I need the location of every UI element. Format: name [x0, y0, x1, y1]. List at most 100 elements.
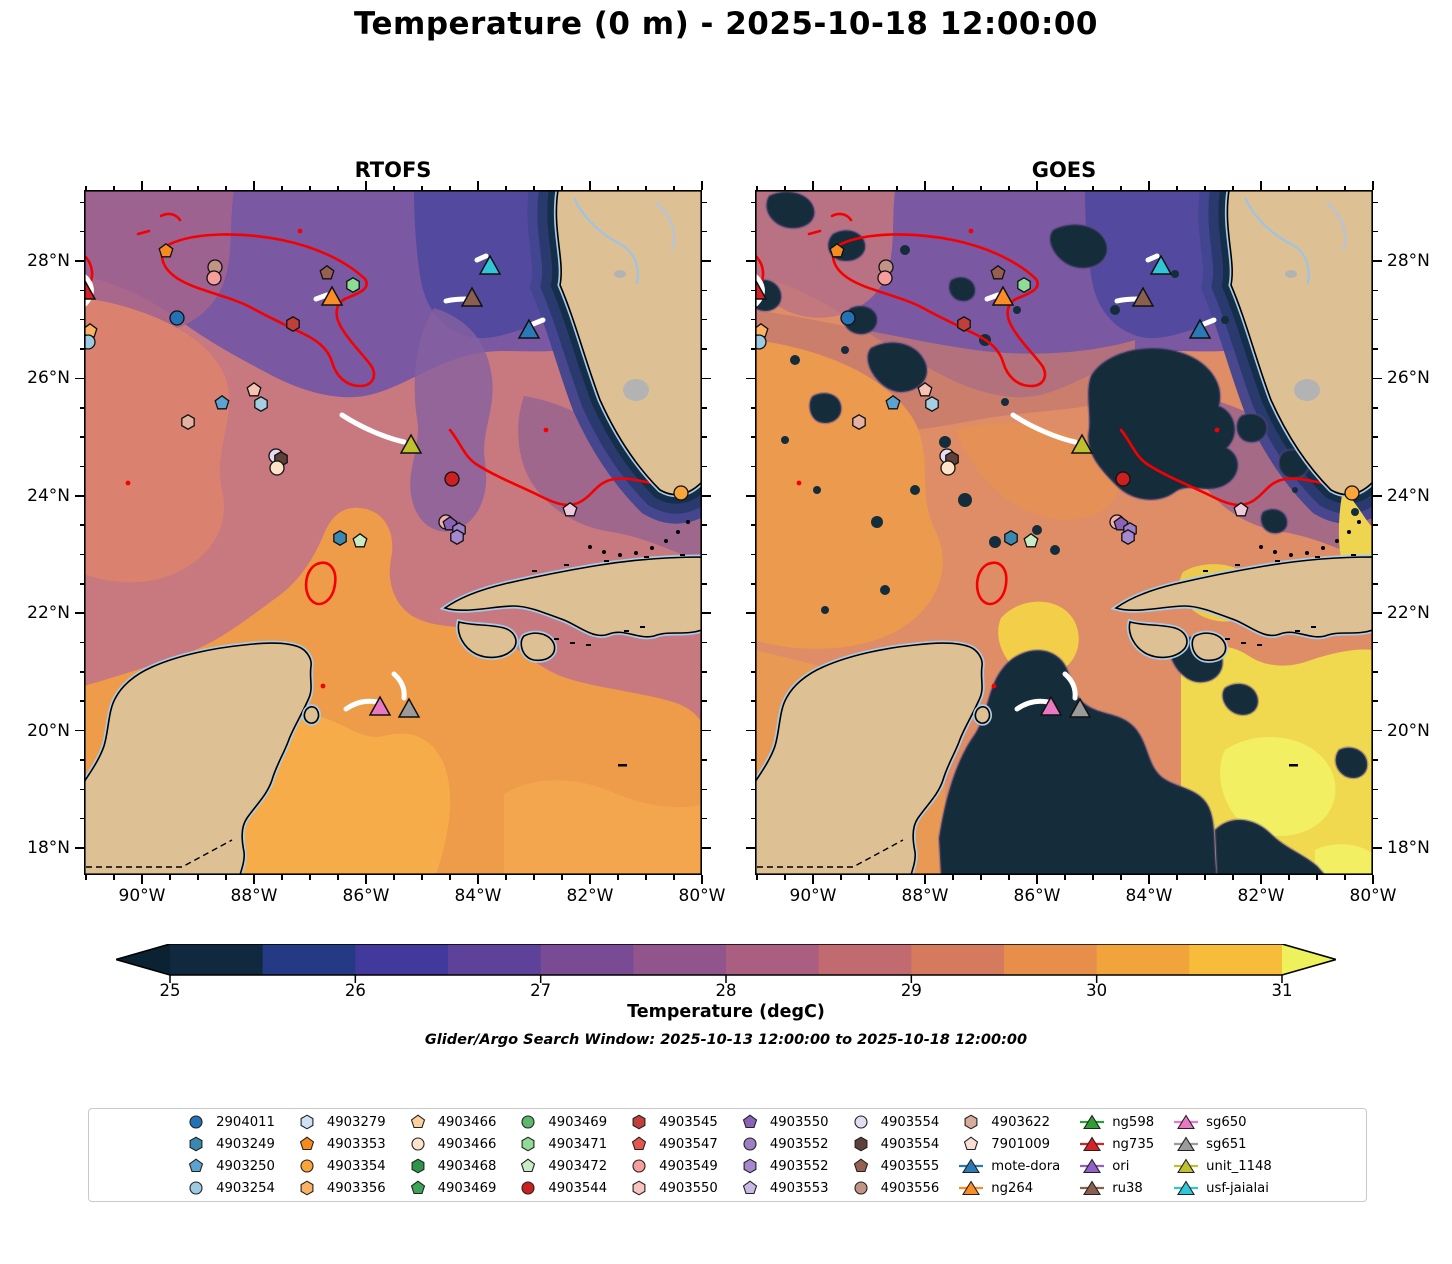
cloud-mask-blob: [1213, 818, 1327, 875]
axis-tick: [79, 553, 84, 556]
sst-field-region: [84, 190, 234, 334]
lon-tick-label: 88°W: [901, 886, 949, 906]
colorbar-tick-label: 31: [1271, 981, 1293, 1000]
legend-label: mote-dora: [991, 1158, 1061, 1174]
axis-tick: [1176, 875, 1178, 880]
cloud-speckle: [910, 485, 920, 495]
axis-tick: [702, 495, 711, 497]
legend-item: 4903552: [737, 1136, 829, 1152]
axis-tick: [225, 875, 227, 880]
axis-tick: [1373, 817, 1378, 820]
axis-tick: [1344, 875, 1346, 880]
cloud-speckle: [989, 536, 1001, 548]
lon-tick-label: 90°W: [789, 886, 837, 906]
argo-marker: [1233, 501, 1249, 517]
lon-tick-label: 84°W: [454, 886, 502, 906]
sst-field-region: [504, 780, 702, 875]
isotherm-contour-26C: [975, 561, 1008, 606]
legend-label: 4903279: [326, 1114, 386, 1130]
florida-keys-islet: [676, 530, 680, 534]
glider-marker: [399, 433, 423, 454]
colorbar-segment: [540, 944, 634, 975]
axis-tick: [79, 700, 84, 703]
argo-marker: [673, 485, 689, 501]
axis-tick: [980, 185, 982, 190]
cuba-cay: [644, 556, 649, 558]
legend-label: 7901009: [991, 1136, 1051, 1152]
axis-tick: [1373, 671, 1378, 673]
axis-tick: [952, 875, 954, 880]
sst-field-region: [410, 308, 493, 532]
axis-tick: [1373, 788, 1378, 791]
isotherm-contour-dot: [1214, 427, 1220, 433]
triangle-marker-icon: [1080, 1136, 1105, 1152]
map-svg-rtofs: [84, 190, 702, 875]
landmass: [443, 556, 702, 638]
axis-tick: [79, 817, 84, 820]
cloud-speckle: [1032, 525, 1042, 535]
hexagon-marker-icon: [300, 1114, 314, 1130]
legend-item: 4903549: [626, 1158, 718, 1174]
axis-tick: [702, 553, 707, 556]
glider-marker: [460, 286, 484, 307]
axis-tick: [702, 465, 707, 468]
axis-tick: [1064, 875, 1066, 880]
argo-marker: [1004, 530, 1018, 546]
axis-tick: [1232, 185, 1234, 190]
cloud-mask-blob: [947, 276, 977, 303]
axis-tick: [750, 788, 755, 791]
colorbar-segment: [911, 944, 1005, 975]
legend-item: 4903354: [294, 1158, 386, 1174]
lon-tick-label: 90°W: [118, 886, 166, 906]
legend-item: 4903466: [405, 1136, 496, 1152]
cuba-cay: [604, 560, 609, 562]
colorbar-label: Temperature (degC): [627, 1002, 825, 1022]
argo-marker: [333, 530, 347, 546]
warm-sst-patch: [1315, 844, 1373, 875]
axis-tick: [750, 465, 755, 468]
hexagon-marker-icon: [300, 1180, 314, 1196]
triangle-marker-icon: [1174, 1114, 1199, 1130]
legend-item: 4903249: [183, 1136, 275, 1152]
legend-label: 4903249: [216, 1136, 275, 1152]
landmass: [1114, 556, 1373, 638]
colorbar-tick-label: 28: [715, 981, 737, 1000]
circle-marker-icon: [300, 1159, 314, 1173]
axis-tick: [1148, 181, 1150, 190]
cloud-mask-blob: [808, 392, 843, 425]
legend-label: 4903544: [548, 1180, 608, 1196]
axis-tick: [281, 185, 283, 190]
sst-field-region: [232, 713, 451, 875]
axis-tick: [1120, 875, 1122, 880]
triangle-marker-icon: [959, 1180, 984, 1196]
glider-track: [1010, 412, 1078, 445]
circle-marker-icon: [411, 1137, 425, 1151]
axis-tick: [75, 847, 84, 849]
isotherm-contour-dot: [796, 480, 802, 486]
axis-tick: [365, 181, 367, 190]
legend-label: 4903354: [326, 1158, 386, 1174]
colorbar-tick-label: 26: [344, 981, 366, 1000]
axis-tick: [750, 318, 755, 321]
argo-marker: [319, 264, 335, 280]
glider-track: [313, 292, 330, 302]
florida-keys-islet: [1289, 553, 1293, 557]
glider-marker: [1149, 254, 1173, 275]
argo-marker: [169, 310, 185, 326]
axis-tick: [75, 260, 84, 262]
axis-tick: [1373, 465, 1378, 468]
axis-tick: [113, 185, 115, 190]
circle-marker-icon: [189, 1181, 203, 1195]
landmass: [755, 642, 983, 875]
legend-item: unit_1148: [1173, 1158, 1272, 1174]
panel-title-goes: GOES: [1031, 158, 1097, 182]
axis-tick: [702, 348, 707, 350]
florida-river-line: [1243, 197, 1310, 285]
axis-tick: [746, 612, 755, 614]
axis-tick: [746, 260, 755, 262]
cloud-speckle: [1221, 316, 1229, 324]
legend-item: 4903547: [626, 1136, 718, 1152]
glider-track: [1062, 671, 1078, 701]
axis-tick: [840, 875, 842, 880]
axis-tick: [79, 759, 84, 761]
